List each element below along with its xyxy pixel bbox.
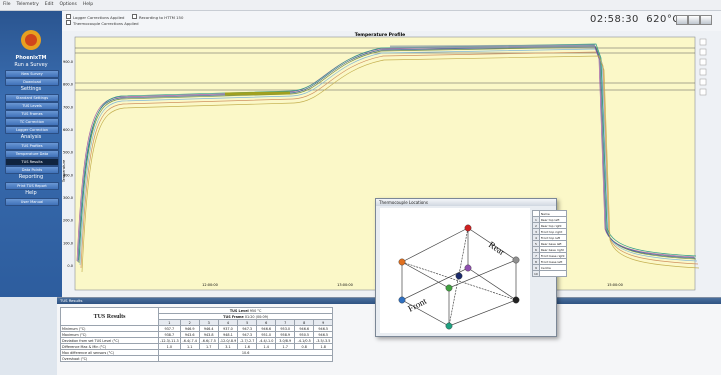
- y-tick-label: 300.0: [63, 196, 73, 200]
- menu-bar: File Telemetry Edit Options Help: [0, 0, 721, 11]
- menu-item[interactable]: Help: [82, 2, 94, 7]
- zoom-button[interactable]: [699, 68, 707, 76]
- y-tick-label: 200.0: [63, 219, 73, 223]
- sidebar: PhoenixTM Run a Survey New Survey Download…: [0, 11, 62, 297]
- label: TUS Level: [229, 308, 249, 313]
- checkbox[interactable]: Logger Corrections Applied: [66, 14, 124, 20]
- y-tick-label: 900.0: [63, 60, 73, 64]
- menu-item[interactable]: Edit: [44, 2, 54, 7]
- cell: [157, 355, 334, 362]
- y-tick-label: 0.0: [67, 264, 73, 268]
- zoom-button[interactable]: [699, 38, 707, 46]
- zoom-button[interactable]: [699, 58, 707, 66]
- y-tick-label: 100.0: [63, 241, 73, 245]
- y-tick-label: 800.0: [63, 83, 73, 87]
- tus-frame: [224, 91, 291, 96]
- locations-table: Name 1 Rear top left 2 Rear top right 3 Front …: [532, 210, 567, 277]
- row-number: 10: [532, 270, 540, 277]
- logo-text: PhoenixTM: [15, 55, 47, 61]
- zoom-button[interactable]: [699, 78, 707, 86]
- row-label: Overshoot (°C): [60, 355, 159, 362]
- section-heading: Help: [25, 190, 37, 196]
- nav-button[interactable]: Standard Settings: [5, 94, 59, 102]
- logo-icon: [21, 30, 41, 50]
- zoom-button[interactable]: [699, 48, 707, 56]
- table-row: Difference Max & Min (°C) 1.0 1.1 1.7 3.1 1.6…: [60, 343, 334, 350]
- y-tick-label: 500.0: [63, 151, 73, 155]
- tus-frame: [389, 44, 596, 49]
- section-heading: Settings: [20, 86, 42, 92]
- label: TUS Frame: [223, 314, 244, 319]
- table-row: Maximum (°C) 938.7 943.6 943.8 948.1 947.3 951…: [60, 331, 334, 338]
- checkbox[interactable]: Recording to HTTM 150: [132, 14, 183, 20]
- y-axis-title: Temperature: [62, 160, 66, 183]
- cell: [538, 270, 567, 277]
- profile-panel: Temperature Profile 900.0 800.0 700.0 600.0…: [62, 31, 721, 297]
- section-heading: Run a Survey: [14, 62, 48, 68]
- results-heading: TUS Results: [60, 307, 159, 326]
- chart-title: Temperature Profile: [355, 32, 405, 38]
- value: 01:20 (00:09): [244, 314, 269, 319]
- nav-button[interactable]: TUS Levels: [5, 102, 59, 110]
- menu-item[interactable]: Telemetry: [16, 2, 39, 7]
- temperature: 620°C: [646, 14, 680, 25]
- toolbar-button[interactable]: [676, 15, 688, 25]
- value: 950 °C: [249, 308, 262, 313]
- nav-button[interactable]: Data Points: [5, 166, 59, 174]
- status-bar: 02:58:30 620°C Logger Corrections Applie…: [62, 11, 721, 31]
- nav-button[interactable]: TUS Frames: [5, 110, 59, 118]
- table-row: 9 Centre: [532, 264, 567, 271]
- y-tick-label: 600.0: [63, 128, 73, 132]
- nav-button[interactable]: Temperature Data: [5, 150, 59, 158]
- x-tick-label: 13:00:00: [337, 283, 353, 287]
- diagram-bg: [380, 208, 530, 333]
- toolbar-button[interactable]: [688, 15, 700, 25]
- x-tick-label: 15:00:00: [607, 283, 623, 287]
- menu-item[interactable]: File: [3, 2, 11, 7]
- y-tick-label: 700.0: [63, 105, 73, 109]
- cube-diagram: Rear Front: [380, 208, 530, 333]
- table-row: 10: [532, 270, 567, 277]
- nav-button[interactable]: User Manual: [5, 198, 59, 206]
- clock: 02:58:30 620°C: [590, 14, 680, 25]
- logo: PhoenixTM: [8, 27, 54, 63]
- nav-button[interactable]: New Survey: [5, 70, 59, 78]
- menu-item[interactable]: Options: [59, 2, 77, 7]
- nav-button[interactable]: TC Correction: [5, 118, 59, 126]
- nav-button[interactable]: Print TUS Report: [5, 182, 59, 190]
- nav-button[interactable]: TUS Results: [5, 158, 59, 166]
- x-tick-label: 12:00:00: [202, 283, 218, 287]
- checkbox[interactable]: Thermocouple Corrections Applied: [66, 20, 139, 26]
- zoom-button[interactable]: [699, 88, 707, 96]
- window-title: Thermocouple Locations: [376, 199, 556, 206]
- results-table: TUS Results TUS Level 950 °C TUS Frame 01:…: [60, 307, 334, 362]
- nav-button[interactable]: Download: [5, 78, 59, 86]
- time: 02:58:30: [590, 14, 639, 25]
- section-heading: Reporting: [18, 174, 44, 180]
- y-tick-label: 400.0: [63, 173, 73, 177]
- nav-button[interactable]: Logger Correction: [5, 126, 59, 134]
- nav-button[interactable]: TUS Profiles: [5, 142, 59, 150]
- section-heading: Analysis: [20, 134, 42, 140]
- toolbar-button[interactable]: [700, 15, 712, 25]
- locations-window: Thermocouple Locations Rear Front Name 1 R…: [375, 198, 567, 337]
- table-row: Overshoot (°C): [60, 355, 334, 362]
